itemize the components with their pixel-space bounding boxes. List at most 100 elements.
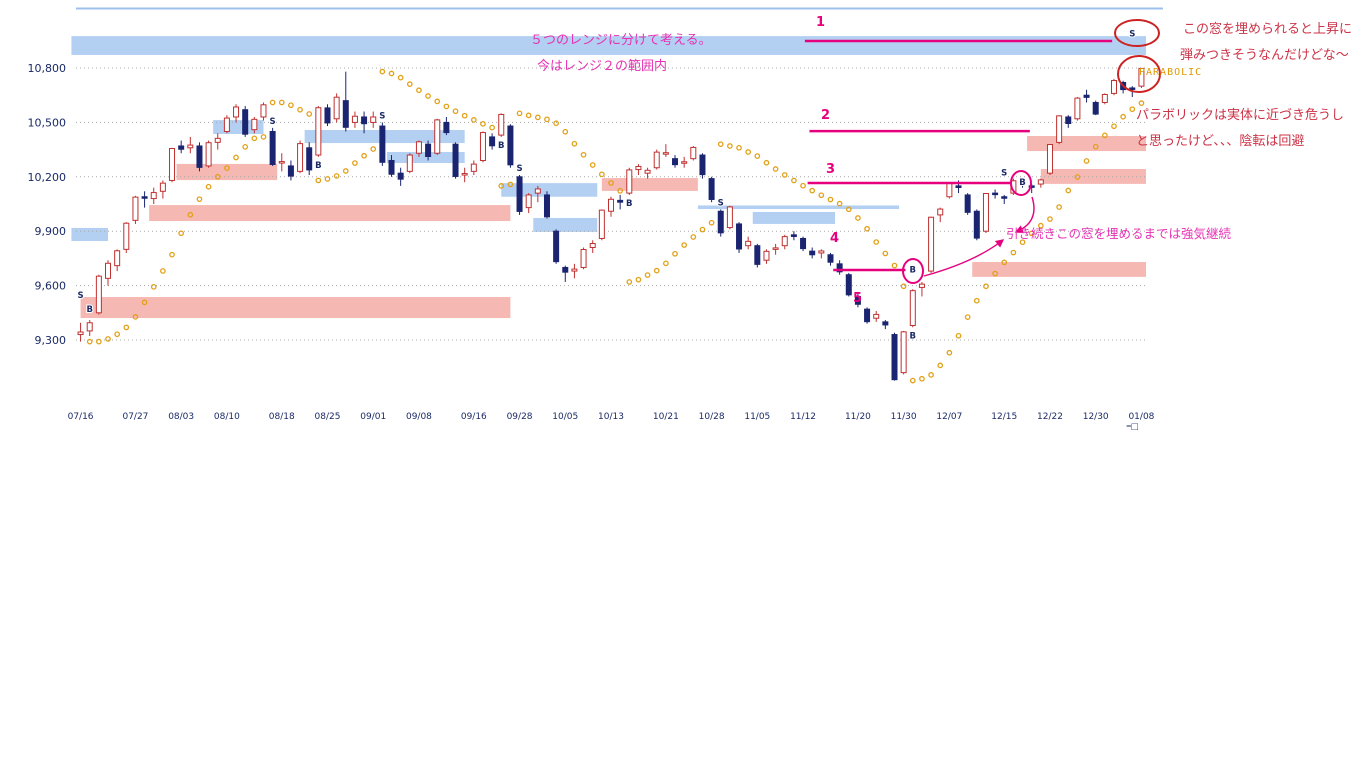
candle (982, 192, 989, 232)
candle (781, 236, 788, 247)
sar-dot (342, 168, 349, 174)
candle (699, 154, 706, 176)
candle (169, 148, 176, 181)
candle (315, 107, 322, 156)
signal-marker: B (498, 141, 504, 151)
sar-dot (86, 338, 93, 345)
sar-dot (1120, 113, 1126, 120)
sar-dot (845, 206, 852, 213)
chart-resize-icon[interactable]: ｰ□ (1126, 421, 1139, 433)
x-axis-label: 08/25 (315, 412, 341, 422)
sar-dot (1028, 230, 1035, 237)
candle (1138, 67, 1145, 87)
range-number-label: 4 (830, 231, 839, 246)
annotation-shapes-layer (902, 19, 1161, 284)
candle (233, 106, 240, 118)
sar-dot (205, 183, 212, 190)
window-band (752, 211, 836, 224)
candle (918, 283, 925, 288)
candle (882, 321, 889, 326)
sar-dot (1047, 216, 1053, 222)
candle (114, 250, 121, 267)
candle (205, 142, 212, 167)
candle (635, 165, 642, 171)
candle (223, 117, 230, 132)
candle (388, 159, 395, 175)
sar-dot (1056, 204, 1062, 210)
sar-dot (946, 349, 953, 356)
sar-dot (196, 196, 203, 203)
note-five-ranges: ５つのレンジに分けて考える。 (530, 32, 712, 47)
sar-dot (306, 111, 313, 117)
sar-dot (1074, 174, 1081, 180)
candle (105, 262, 112, 279)
sar-dot (983, 283, 989, 290)
candle (150, 192, 157, 200)
window-band (972, 262, 1146, 277)
signal-marker: S (718, 198, 724, 208)
candle (992, 192, 999, 196)
window-band (601, 178, 698, 191)
x-axis-label: 08/10 (214, 412, 240, 422)
y-axis-label: 9,300 (35, 334, 67, 347)
window-bands (71, 36, 1146, 319)
candle (891, 334, 898, 381)
sar-dot (891, 262, 898, 269)
candle (425, 143, 432, 157)
sar-dot (114, 331, 121, 338)
candle (379, 125, 386, 163)
sar-dot (534, 114, 541, 121)
sar-dot (663, 260, 669, 267)
x-axis-label: 11/30 (891, 412, 917, 422)
y-axis-label: 10,200 (28, 171, 67, 184)
candle (598, 209, 605, 239)
candle (608, 198, 614, 212)
y-axis-label: 9,900 (35, 225, 67, 238)
sar-dot (361, 152, 367, 159)
candle (690, 146, 697, 160)
sar-dot (562, 128, 569, 135)
x-axis-labels: 07/16 07/27 08/03 08/10 08/18 08/25 09/01 09/08… (68, 412, 1155, 422)
signal-marker: S (270, 117, 276, 127)
candle (1129, 87, 1136, 90)
sar-dot (489, 124, 495, 131)
range-lines-layer: 1 2 3 4 5 (804, 15, 1113, 306)
note-current-range: 今はレンジ２の範囲内 (537, 58, 668, 73)
candle (86, 322, 93, 332)
sar-dot (736, 144, 742, 151)
candle (178, 145, 185, 150)
sar-dot (160, 268, 166, 274)
sar-dot (690, 234, 697, 240)
candle (873, 313, 880, 319)
candle (854, 295, 861, 305)
annotation-circle (1117, 55, 1161, 93)
sar-dot (150, 283, 157, 290)
sar-dot (269, 99, 276, 106)
candle (297, 143, 304, 172)
x-axis-label: 07/16 (68, 412, 94, 422)
candle (306, 147, 313, 171)
sar-dot (352, 160, 358, 166)
candle (1101, 93, 1108, 103)
x-axis-label: 09/28 (507, 412, 533, 422)
sar-dot (818, 192, 825, 199)
sar-dot (406, 81, 413, 88)
candle (361, 116, 368, 125)
x-axis-label: 08/03 (168, 412, 194, 422)
candle (461, 173, 468, 176)
window-band (149, 205, 511, 222)
sar-dot (900, 283, 907, 290)
candle (452, 143, 459, 177)
sar-dot (1101, 132, 1108, 139)
signal-marker: B (315, 161, 321, 171)
sar-dot (855, 215, 861, 221)
candle (754, 245, 761, 265)
candle (333, 96, 340, 120)
sar-dot (781, 172, 788, 178)
candle (351, 115, 358, 123)
x-axis-label: 10/05 (552, 412, 578, 422)
candle (1037, 179, 1044, 185)
parabolic-sar-layer (86, 68, 1145, 384)
candle (1083, 94, 1090, 98)
